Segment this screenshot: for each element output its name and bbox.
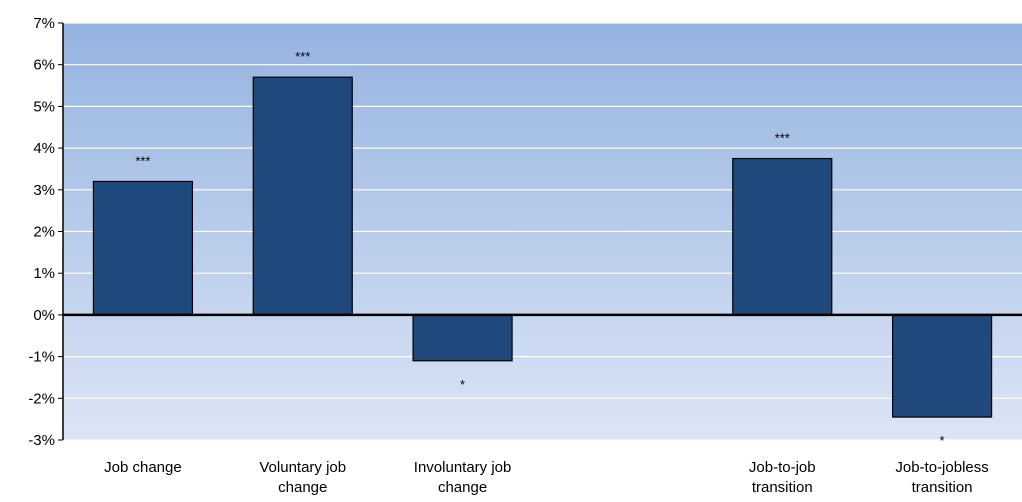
y-tick-label: 6% [33,57,55,74]
significance-label: * [940,433,945,448]
bar [252,76,353,316]
y-tick-label: 4% [33,140,55,157]
gridlines [63,22,1022,441]
significance-label: *** [135,153,150,168]
category-label: Job-to-job [749,459,816,476]
bar [732,157,833,316]
y-tick-label: 2% [33,224,55,241]
category-label: Job-to-jobless [895,459,988,476]
y-tick-label: 3% [33,182,55,199]
bars [92,76,993,418]
category-labels: Job change Voluntary job change Involuntary… [104,459,989,496]
bar [891,314,993,418]
category-label: Job change [104,459,182,476]
category-label: Involuntary job [414,459,512,476]
y-tick-label: -2% [28,390,55,407]
bar [412,314,513,362]
significance-label: *** [775,131,790,146]
y-tick-label: 5% [33,98,55,115]
significance-label: * [460,377,465,392]
category-label: Voluntary job [259,459,346,476]
y-axis-ticks: -3% -2% -1% 0% 1% 2% 3% 4% 5% 6% 7% [28,15,63,449]
y-tick-label: -3% [28,432,55,449]
significance-labels: *********** [135,49,944,448]
category-label: change [438,479,487,496]
y-tick-label: 7% [33,15,55,32]
category-label: change [278,479,327,496]
category-label: transition [912,479,973,496]
y-tick-label: -1% [28,349,55,366]
y-tick-label: 1% [33,265,55,282]
significance-label: *** [295,49,310,64]
bar [92,180,194,316]
category-label: transition [752,479,813,496]
y-tick-label: 0% [33,307,55,324]
